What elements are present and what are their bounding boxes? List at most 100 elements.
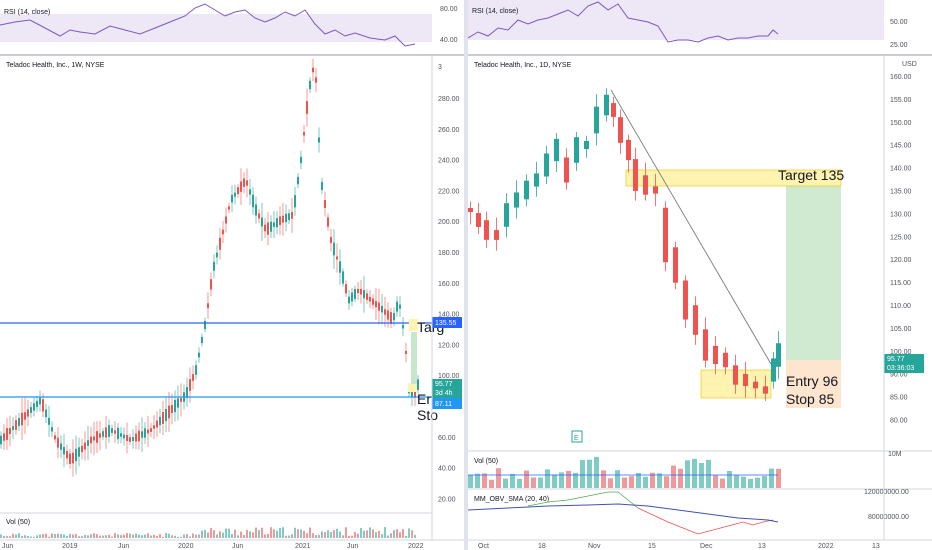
price-axis-tick: 85.00 — [890, 395, 908, 402]
candle-body — [69, 453, 71, 464]
volume-bar — [387, 535, 389, 538]
candle-body — [30, 407, 32, 413]
candle-body — [357, 288, 359, 294]
candle-body — [554, 138, 559, 162]
price-axis-tick: 80.00 — [890, 418, 908, 425]
candle-body — [180, 398, 182, 402]
volume-bar — [312, 533, 314, 538]
candle-body — [396, 301, 398, 312]
volume-bar — [39, 534, 41, 538]
volume-bar — [156, 535, 158, 538]
candle-body — [393, 313, 395, 321]
daily-chart-panel[interactable]: RSI (14, close) 50.00 25.00 Teladoc Heal… — [468, 0, 932, 550]
volume-bar — [207, 532, 209, 538]
volume-bar — [396, 529, 398, 538]
price-axis-tick: 60.00 — [438, 435, 456, 442]
volume-bar — [195, 534, 197, 538]
volume-bar — [63, 534, 65, 538]
candle-body — [476, 213, 481, 227]
volume-bar — [234, 529, 236, 538]
candle-body — [237, 187, 239, 195]
rsi-label: RSI (14, close) — [4, 9, 50, 16]
candle-body — [90, 436, 92, 444]
candle-body — [288, 213, 290, 221]
volume-bar — [496, 468, 501, 488]
volume-bar — [402, 529, 404, 538]
candle-body — [411, 389, 413, 397]
candle-body — [135, 433, 137, 442]
candle-body — [626, 139, 631, 161]
earnings-marker[interactable] — [571, 430, 583, 443]
volume-bar — [117, 534, 119, 538]
candle-body — [120, 433, 122, 437]
time-axis-tick: Jun — [347, 543, 358, 550]
candle-body — [405, 350, 407, 355]
rsi-line — [468, 1, 779, 43]
candle-body — [261, 217, 263, 227]
candle-body — [763, 386, 768, 394]
volume-bars — [0, 527, 416, 538]
volume-bar — [69, 533, 71, 538]
volume-bar — [75, 534, 77, 538]
candle-body — [93, 436, 95, 441]
candle-body — [360, 288, 362, 295]
volume-bar — [748, 478, 753, 488]
candle-body — [204, 320, 206, 330]
time-axis[interactable]: Jun 2019 Jun 2020 Jun 2021 Jun 2022 — [2, 543, 424, 550]
candle-body — [81, 445, 83, 453]
candle-body — [33, 403, 35, 411]
candle-body — [372, 298, 374, 305]
candle-body — [141, 431, 143, 438]
candle-body — [381, 305, 383, 313]
volume-bar — [24, 535, 26, 538]
volume-bar — [360, 527, 362, 538]
volume-bar — [183, 534, 185, 538]
candle-body — [24, 412, 26, 420]
volume-bar — [186, 534, 188, 538]
obv-label: MM_OBV_SMA (20, 40) — [474, 496, 549, 503]
time-axis-tick: 2022 — [818, 543, 834, 550]
weekly-chart-canvas[interactable]: RSI (14, close) 80.00 40.00 Teladoc Heal… — [0, 0, 464, 550]
candle-body — [318, 137, 320, 143]
price-axis-tick: 105.00 — [890, 326, 912, 333]
stop-annotation: Stop 85 — [786, 391, 834, 407]
candle-body — [240, 181, 242, 192]
profit-zone — [786, 184, 841, 360]
candle-body — [390, 312, 392, 324]
price-axis[interactable]: 160.00 155.00 150.00 145.00 140.00 135.00 130.… — [890, 74, 912, 425]
candle-body — [168, 405, 170, 419]
price-axis[interactable]: 280.00 260.00 240.00 220.00 200.00 180.00 160.… — [438, 96, 460, 503]
candle-body — [195, 365, 197, 375]
rsi-line — [0, 3, 416, 47]
daily-chart-canvas[interactable]: RSI (14, close) 50.00 25.00 Teladoc Heal… — [468, 0, 932, 550]
candle-body — [333, 242, 335, 256]
candle-body — [234, 192, 236, 197]
volume-bar — [615, 470, 620, 488]
volume-bar — [300, 529, 302, 538]
volume-bar — [294, 527, 296, 538]
time-axis[interactable]: Oct 18 Nov 15 Dec 13 2022 13 — [478, 543, 880, 550]
panel-splitter[interactable] — [464, 0, 468, 550]
volume-bar — [45, 533, 47, 538]
volume-bar — [734, 475, 739, 488]
volume-bar — [276, 530, 278, 538]
candle-body — [27, 409, 29, 417]
candlesticks — [0, 58, 419, 477]
candle-body — [243, 178, 245, 187]
weekly-chart-panel[interactable]: RSI (14, close) 80.00 40.00 Teladoc Heal… — [0, 0, 464, 550]
volume-bar — [475, 473, 480, 488]
volume-bar — [99, 535, 101, 538]
volume-bar — [636, 472, 641, 488]
volume-bar — [126, 533, 128, 538]
volume-bar — [9, 536, 11, 538]
candle-body — [225, 216, 227, 224]
volume-bar — [252, 532, 254, 538]
volume-bar — [261, 527, 263, 538]
trendline[interactable] — [610, 89, 772, 365]
volume-bar — [36, 535, 38, 538]
time-axis-tick: 2020 — [178, 543, 194, 550]
vol-axis-label: 10M — [888, 451, 902, 458]
candle-body — [174, 399, 176, 413]
volume-bar — [57, 533, 59, 538]
price-axis-tick: 40.00 — [438, 466, 456, 473]
